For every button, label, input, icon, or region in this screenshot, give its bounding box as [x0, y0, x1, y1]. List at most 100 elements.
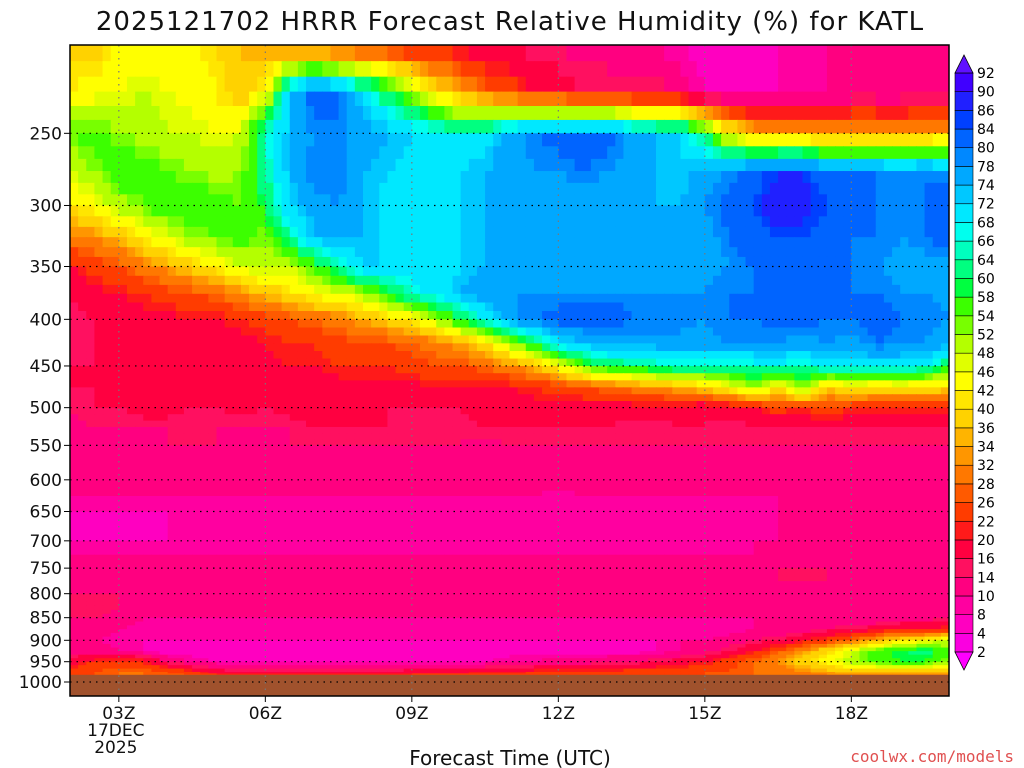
heatmap-cell: [843, 343, 852, 352]
heatmap-cell: [476, 327, 486, 337]
heatmap-cell: [525, 216, 535, 228]
heatmap-cell: [525, 146, 535, 160]
heatmap-cell: [835, 365, 844, 374]
heatmap-cell: [729, 45, 738, 62]
heatmap-cell: [599, 439, 608, 446]
heatmap-cell: [395, 327, 405, 337]
heatmap-cell: [216, 373, 226, 381]
heatmap-cell: [306, 401, 315, 409]
heatmap-cell: [826, 158, 836, 172]
heatmap-cell: [818, 226, 828, 238]
heatmap-cell: [411, 445, 421, 452]
heatmap-cell: [590, 205, 600, 217]
heatmap-cell: [566, 387, 576, 395]
heatmap-cell: [599, 256, 608, 268]
heatmap-cell: [249, 119, 258, 134]
heatmap-cell: [509, 358, 519, 367]
heatmap-cell: [550, 439, 559, 446]
heatmap-cell: [607, 76, 616, 93]
heatmap-cell: [249, 439, 258, 446]
heatmap-cell: [395, 284, 405, 295]
heatmap-cell: [468, 380, 478, 388]
heatmap-cell: [867, 158, 877, 172]
heatmap-cell: [346, 358, 356, 367]
heatmap-cell: [249, 302, 258, 312]
heatmap-cell: [835, 401, 844, 409]
heatmap-cell: [704, 335, 714, 344]
heatmap-cell: [485, 293, 494, 304]
heatmap-cell: [476, 216, 486, 228]
heatmap-cell: [696, 182, 706, 195]
heatmap-cell: [680, 119, 690, 134]
heatmap-cell: [395, 343, 405, 352]
heatmap-cell: [550, 293, 559, 304]
heatmap-cell: [672, 311, 682, 320]
heatmap-cell: [379, 462, 389, 470]
heatmap-cell: [582, 293, 592, 304]
heatmap-cell: [273, 457, 283, 464]
heatmap-cell: [175, 216, 185, 228]
heatmap-cell: [647, 394, 657, 402]
heatmap-cell: [753, 106, 763, 121]
heatmap-cell: [680, 365, 690, 374]
heatmap-cell: [574, 380, 584, 388]
heatmap-cell: [509, 226, 519, 238]
heatmap-cell: [493, 451, 502, 458]
heatmap-cell: [729, 205, 738, 217]
heatmap-cell: [924, 327, 934, 337]
heatmap-cell: [110, 407, 120, 415]
heatmap-cell: [859, 76, 869, 93]
heatmap-cell: [126, 171, 136, 184]
heatmap-cell: [102, 91, 112, 107]
heatmap-cell: [631, 365, 641, 374]
heatmap-cell: [761, 171, 771, 184]
heatmap-cell: [550, 426, 559, 434]
heatmap-cell: [761, 380, 771, 388]
heatmap-cell: [932, 146, 942, 160]
heatmap-cell: [387, 319, 397, 329]
heatmap-cell: [371, 119, 380, 134]
heatmap-cell: [778, 439, 787, 446]
heatmap-cell: [151, 433, 161, 440]
heatmap-cell: [183, 433, 193, 440]
heatmap-cell: [892, 275, 901, 286]
heatmap-cell: [615, 256, 625, 268]
heatmap-cell: [517, 216, 527, 228]
heatmap-cell: [721, 119, 730, 134]
heatmap-cell: [664, 45, 673, 62]
heatmap-cell: [102, 407, 112, 415]
heatmap-cell: [387, 414, 397, 422]
heatmap-cell: [802, 266, 812, 277]
heatmap-cell: [680, 407, 690, 415]
heatmap-cell: [753, 414, 763, 422]
heatmap-cell: [859, 194, 869, 207]
heatmap-cell: [631, 226, 641, 238]
heatmap-cell: [330, 335, 340, 344]
heatmap-cell: [363, 343, 372, 352]
heatmap-cell: [167, 351, 177, 360]
heatmap-cell: [224, 216, 234, 228]
heatmap-cell: [94, 146, 104, 160]
heatmap-cell: [647, 91, 657, 107]
heatmap-cell: [216, 247, 226, 258]
heatmap-cell: [86, 216, 96, 228]
heatmap-cell: [566, 146, 576, 160]
heatmap-cell: [892, 182, 901, 195]
heatmap-cell: [200, 182, 209, 195]
heatmap-cell: [647, 302, 657, 312]
heatmap-cell: [721, 414, 730, 422]
heatmap-cell: [371, 256, 380, 268]
heatmap-cell: [590, 133, 600, 147]
heatmap-cell: [712, 158, 722, 172]
heatmap-cell: [753, 226, 763, 238]
heatmap-cell: [590, 462, 600, 470]
heatmap-cell: [395, 451, 405, 458]
heatmap-cell: [932, 358, 942, 367]
heatmap-cell: [224, 106, 234, 121]
heatmap-cell: [940, 284, 949, 295]
heatmap-cell: [436, 158, 445, 172]
heatmap-cell: [224, 194, 234, 207]
heatmap-cell: [639, 335, 649, 344]
heatmap-cell: [867, 311, 877, 320]
heatmap-cell: [452, 457, 462, 464]
